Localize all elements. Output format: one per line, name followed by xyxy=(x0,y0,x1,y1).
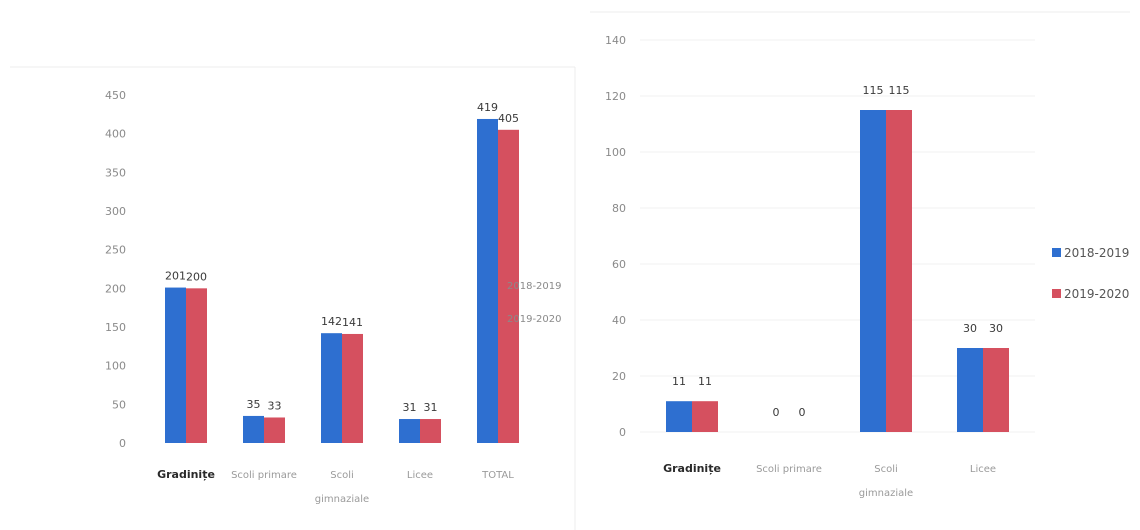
category-label-line: gimnaziale xyxy=(859,488,913,499)
y-tick-label-left-5: 250 xyxy=(105,244,126,257)
chart-left: 0 50 100 150 200 250 300 350 400 450 201 35 142 31 41… xyxy=(10,66,576,530)
data-labels-left: 201 35 142 31 419 200 33 141 31 405 xyxy=(165,101,519,414)
y-tick-label-right-3: 60 xyxy=(612,258,626,271)
bar-left-0-3 xyxy=(399,419,420,443)
bar-right-0-0 xyxy=(666,401,692,432)
x-axis-right: Gradinițe Scoli primare Scoli gimnaziale Lic… xyxy=(663,462,996,499)
x-axis-left: Gradinițe Scoli primare Scoli gimnaziale Lic… xyxy=(157,468,514,505)
y-axis-left: 0 50 100 150 200 250 300 350 400 450 xyxy=(105,89,126,450)
data-label-left-1-4: 405 xyxy=(498,112,519,125)
category-label-left-1: Scoli primare xyxy=(231,470,297,481)
y-tick-label-left-3: 150 xyxy=(105,321,126,334)
data-label-right-0-2: 115 xyxy=(863,84,884,97)
data-label-right-0-3: 30 xyxy=(963,322,977,335)
y-tick-label-right-7: 140 xyxy=(605,34,626,47)
y-tick-label-right-0: 0 xyxy=(619,426,626,439)
bar-left-1-3 xyxy=(420,419,441,443)
bar-right-0-3 xyxy=(957,348,983,432)
data-label-left-0-3: 31 xyxy=(403,401,417,414)
y-tick-label-left-8: 400 xyxy=(105,128,126,141)
data-label-left-0-0: 201 xyxy=(165,270,186,283)
data-label-right-1-0: 11 xyxy=(698,375,712,388)
bar-left-0-4 xyxy=(477,118,498,444)
category-label-left-4: TOTAL xyxy=(481,470,514,481)
bar-left-1-4 xyxy=(498,129,519,444)
bar-left-1-2 xyxy=(342,333,363,443)
data-label-right-1-1: 0 xyxy=(799,406,806,419)
category-label-right-1: Scoli primare xyxy=(756,464,822,475)
y-tick-label-left-2: 100 xyxy=(105,360,126,373)
bar-right-1-3 xyxy=(983,348,1009,432)
chart-right: 0 20 40 60 80 100 120 140 11 0 115 30 11 0 115 30 Grad… xyxy=(590,11,1130,499)
data-label-left-0-2: 142 xyxy=(321,315,342,328)
category-label-line: gimnaziale xyxy=(315,494,369,505)
bars-left xyxy=(165,118,519,444)
legend-right-swatch-1 xyxy=(1052,248,1061,257)
category-label-line: Scoli xyxy=(330,470,354,481)
bar-left-0-0 xyxy=(165,287,186,443)
y-tick-label-left-1: 50 xyxy=(112,398,126,411)
category-label-right-2: Scoli gimnaziale xyxy=(859,464,913,499)
data-label-left-1-3: 31 xyxy=(424,401,438,414)
category-label-left-3: Licee xyxy=(407,470,433,481)
legend-right-item-2: 2019-2020 xyxy=(1064,287,1129,301)
legend-right: 2018-2019 2019-2020 xyxy=(1052,246,1129,301)
bar-left-1-1 xyxy=(264,417,285,443)
data-label-right-0-0: 11 xyxy=(672,375,686,388)
data-label-right-1-2: 115 xyxy=(889,84,910,97)
bar-left-0-1 xyxy=(243,415,264,443)
y-tick-label-left-7: 350 xyxy=(105,166,126,179)
y-tick-label-right-5: 100 xyxy=(605,146,626,159)
category-label-right-0: Gradinițe xyxy=(663,462,721,475)
y-tick-label-right-2: 40 xyxy=(612,314,626,327)
data-label-left-1-2: 141 xyxy=(342,316,363,329)
category-label-line: Scoli xyxy=(874,464,898,475)
y-tick-label-left-0: 0 xyxy=(119,437,126,450)
y-tick-label-left-4: 200 xyxy=(105,282,126,295)
bars-right xyxy=(666,110,1009,432)
legend-right-item-1: 2018-2019 xyxy=(1064,246,1129,260)
bar-left-1-0 xyxy=(186,288,207,443)
category-label-left-2: Scoli gimnaziale xyxy=(315,470,369,505)
legend-left: 2018-2019 2019-2020 xyxy=(507,281,562,325)
bar-right-0-2 xyxy=(860,110,886,432)
category-label-right-3: Licee xyxy=(970,464,996,475)
data-label-left-0-4: 419 xyxy=(477,101,498,114)
data-label-left-1-1: 33 xyxy=(268,399,282,412)
y-tick-label-right-4: 80 xyxy=(612,202,626,215)
y-axis-right: 0 20 40 60 80 100 120 140 xyxy=(605,34,626,439)
y-tick-label-left-9: 450 xyxy=(105,89,126,102)
data-label-right-0-1: 0 xyxy=(773,406,780,419)
data-label-left-0-1: 35 xyxy=(247,398,261,411)
y-tick-label-left-6: 300 xyxy=(105,205,126,218)
bar-left-0-2 xyxy=(321,333,342,443)
legend-left-item-2: 2019-2020 xyxy=(507,314,562,325)
bar-right-1-0 xyxy=(692,401,718,432)
y-tick-label-right-1: 20 xyxy=(612,370,626,383)
data-label-right-1-3: 30 xyxy=(989,322,1003,335)
legend-left-item-1: 2018-2019 xyxy=(507,281,562,292)
data-labels-right: 11 0 115 30 11 0 115 30 xyxy=(672,84,1003,419)
y-tick-label-right-6: 120 xyxy=(605,90,626,103)
legend-right-swatch-2 xyxy=(1052,289,1061,298)
category-label-left-0: Gradinițe xyxy=(157,468,215,481)
data-label-left-1-0: 200 xyxy=(186,270,207,283)
bar-right-1-2 xyxy=(886,110,912,432)
